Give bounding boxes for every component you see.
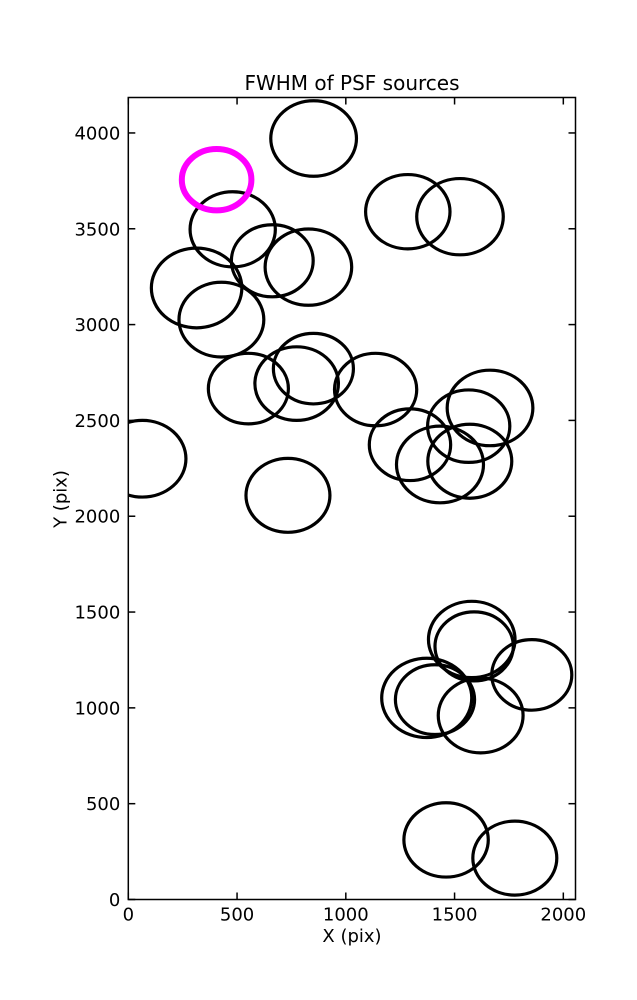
y-tick-label: 3500 — [74, 219, 120, 240]
psf-source-circle — [471, 819, 559, 897]
y-tick-label: 4000 — [74, 123, 120, 144]
x-axis-label: X (pix) — [322, 926, 382, 947]
psf-source-circle — [244, 456, 332, 534]
y-axis-label: Y (pix) — [50, 470, 72, 528]
y-tick-label: 500 — [86, 794, 120, 815]
x-tick-label: 1000 — [323, 905, 369, 926]
psf-source-circle — [436, 676, 525, 755]
y-tick-label: 2500 — [74, 411, 120, 432]
x-tick-label: 1500 — [432, 905, 478, 926]
psf-source-circle — [490, 638, 574, 712]
psf-source-circle — [177, 280, 266, 359]
psf-source-circle — [206, 351, 290, 426]
x-tick-label: 2000 — [540, 905, 586, 926]
chart-title: FWHM of PSF sources — [244, 71, 460, 95]
psf-source-circle — [426, 422, 514, 500]
y-tick-label: 1500 — [74, 603, 120, 624]
y-tick-label: 2000 — [74, 507, 120, 528]
psf-source-circle — [415, 176, 505, 257]
y-tick-label: 3000 — [74, 315, 120, 336]
psf-source-circle — [394, 424, 486, 505]
psf-source-circle — [367, 407, 453, 483]
psf-source-circle — [263, 227, 354, 307]
psf-source-circle — [128, 418, 188, 499]
axes-box — [127, 96, 577, 901]
psf-source-circle — [393, 663, 477, 737]
y-tick-label: 0 — [109, 890, 120, 911]
psf-source-circle — [253, 345, 341, 423]
psf-source-circle — [402, 801, 490, 879]
y-tick-label: 1000 — [74, 698, 120, 719]
x-tick-label: 0 — [123, 905, 134, 926]
psf-source-circle — [269, 99, 359, 178]
psf-source-circle — [364, 172, 452, 251]
psf-source-circle — [445, 368, 535, 448]
x-tick-label: 500 — [220, 905, 254, 926]
psf-source-circle — [433, 610, 515, 683]
highlighted-psf-circle — [178, 146, 255, 214]
psf-source-circle — [380, 656, 474, 740]
psf-source-circle — [271, 331, 356, 406]
